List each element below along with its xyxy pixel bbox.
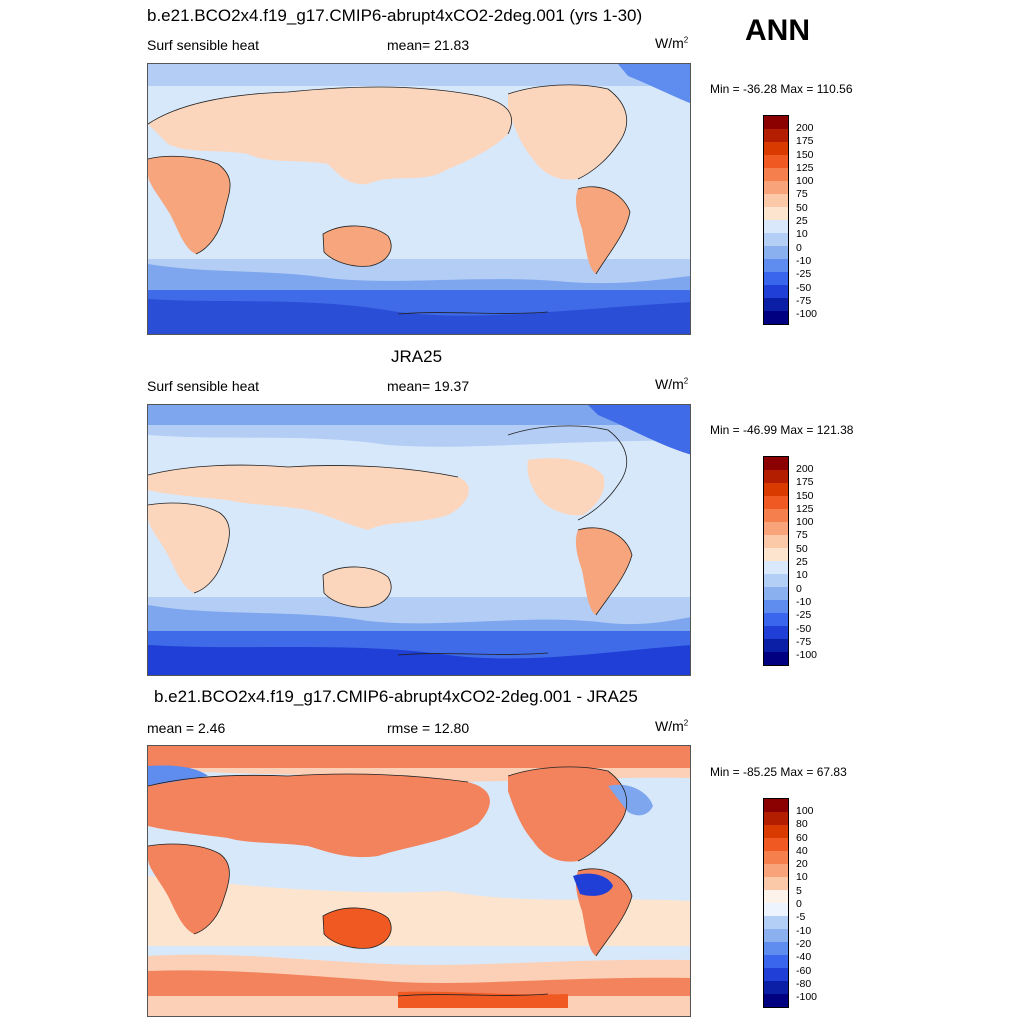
panel1-minmax: Min = -36.28 Max = 110.56 [710,82,853,96]
panel1-variable-label: Surf sensible heat [147,37,260,53]
colorbar-label: -40 [796,951,812,964]
colorbar-label: 100 [796,175,814,188]
colorbar-label: 150 [796,148,814,161]
panel3-units: W/m2 [655,718,689,734]
colorbar-label: -10 [796,254,812,267]
panel3-colorbar [763,798,789,1008]
colorbar-label: 40 [796,844,808,857]
colorbar-label: -25 [796,268,812,281]
colorbar-label: 20 [796,858,808,871]
colorbar-label: 10 [796,228,808,241]
panel3-title: b.e21.BCO2x4.f19_g17.CMIP6-abrupt4xCO2-2… [154,687,638,706]
panel3-colorbar-labels: 100 80 60 40 20 10 5 0 -5 -10 -20 -40 -6… [796,805,817,1004]
colorbar-label: -5 [796,911,806,924]
colorbar-label: -20 [796,937,812,950]
panel2-colorbar [763,456,789,666]
colorbar-label: 50 [796,201,808,214]
colorbar-label: -75 [796,635,812,648]
colorbar-label: -50 [796,281,812,294]
panel2-title: JRA25 [391,347,443,366]
panel1-title: b.e21.BCO2x4.f19_g17.CMIP6-abrupt4xCO2-2… [147,6,643,25]
panel2-units: W/m2 [655,376,689,392]
panel3-mean-label: mean = 2.46 [147,720,226,736]
panel2-minmax: Min = -46.99 Max = 121.38 [710,423,854,437]
panel3-minmax: Min = -85.25 Max = 67.83 [710,765,847,779]
colorbar-label: 5 [796,884,802,897]
colorbar-label: 75 [796,529,808,542]
panel1-colorbar-labels: 200 175 150 125 100 75 50 25 10 0 -10 -2… [796,122,817,321]
colorbar-label: 200 [796,463,814,475]
colorbar-label: 200 [796,122,814,134]
colorbar-label: 0 [796,582,802,595]
season-label: ANN [745,14,810,47]
colorbar-label: -10 [796,595,812,608]
colorbar-label: 75 [796,188,808,201]
colorbar-label: -100 [796,649,818,662]
panel1-mean-label: mean= 21.83 [387,37,470,53]
colorbar-label: 60 [796,831,808,844]
colorbar-label: 125 [796,502,814,515]
colorbar-label: 0 [796,241,802,254]
panel1-units: W/m2 [655,35,689,51]
colorbar-label: 50 [796,542,808,555]
colorbar-label: -60 [796,964,812,977]
colorbar-label: 100 [796,805,814,817]
colorbar-label: -100 [796,991,818,1004]
colorbar-label: 0 [796,898,802,911]
colorbar-label: 10 [796,569,808,582]
colorbar-label: 100 [796,516,814,529]
colorbar-label: 125 [796,161,814,174]
colorbar-label: -25 [796,609,812,622]
colorbar-label: 25 [796,215,808,228]
colorbar-label: 80 [796,818,808,831]
colorbar-label: 175 [796,135,814,148]
colorbar-label: 150 [796,489,814,502]
panel1-map [147,63,691,335]
panel2-map [147,404,691,676]
panel3-map [147,745,691,1017]
panel3-rmse-label: rmse = 12.80 [387,720,470,736]
colorbar-label: 175 [796,476,814,489]
colorbar-label: 10 [796,871,808,884]
panel2-colorbar-labels: 200 175 150 125 100 75 50 25 10 0 -10 -2… [796,463,817,662]
colorbar-label: -50 [796,622,812,635]
colorbar-label: -10 [796,924,812,937]
panel2-variable-label: Surf sensible heat [147,378,260,394]
colorbar-label: -100 [796,308,818,321]
colorbar-label: 25 [796,556,808,569]
panel2-mean-label: mean= 19.37 [387,378,470,394]
colorbar-label: -75 [796,294,812,307]
panel1-colorbar [763,115,789,325]
colorbar-label: -80 [796,977,812,990]
